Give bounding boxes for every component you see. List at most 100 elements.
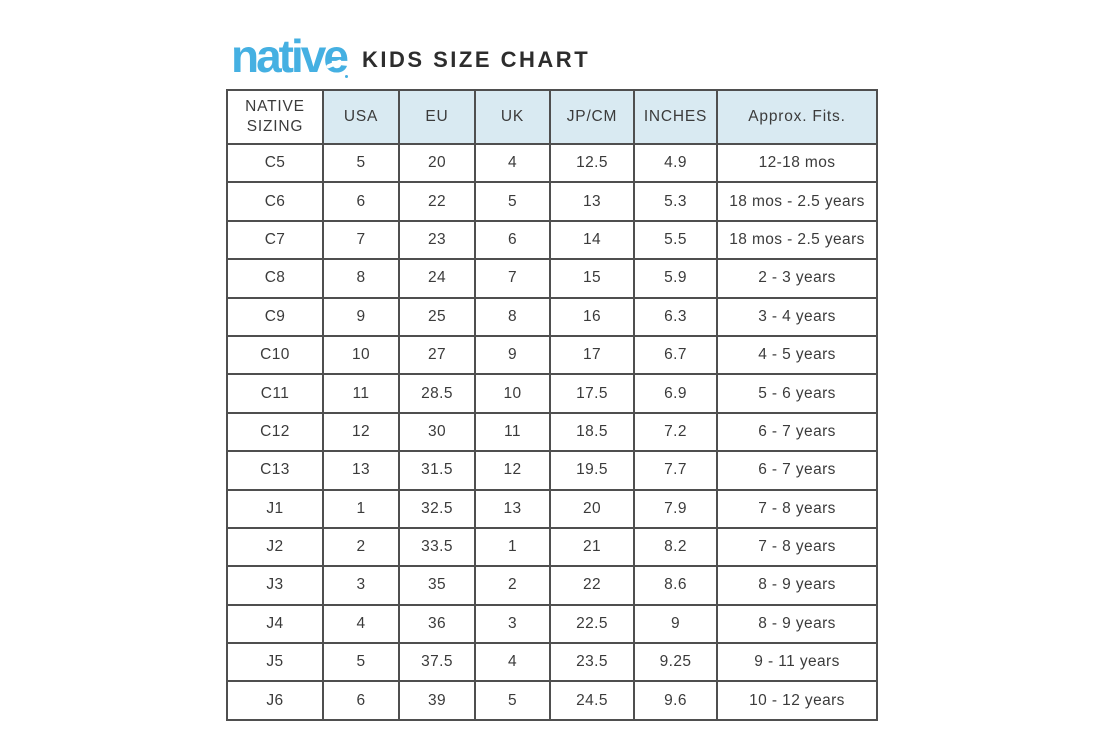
table-cell: 5 - 6 years xyxy=(716,373,878,414)
column-header: INCHES xyxy=(633,89,718,145)
table-cell: 14 xyxy=(549,219,635,261)
column-header: EU xyxy=(398,89,476,145)
table-cell: 4.9 xyxy=(633,142,718,184)
table-row: C13 13 31.5 12 19.5 7.7 6 - 7 years xyxy=(226,450,878,491)
table-cell: 18 mos - 2.5 years xyxy=(716,219,878,261)
table-cell: 12.5 xyxy=(549,142,635,184)
header: native KIDS SIZE CHART xyxy=(231,30,590,82)
table-row: C5 5 20 4 12.5 4.9 12-18 mos xyxy=(226,142,878,184)
page-title: KIDS SIZE CHART xyxy=(361,47,591,72)
table-cell: 9 xyxy=(322,296,400,337)
table-row: C11 11 28.5 10 17.5 6.9 5 - 6 years xyxy=(226,373,878,414)
table-cell: 20 xyxy=(549,488,635,529)
table-cell: 6 xyxy=(474,219,551,261)
table-cell: 2 - 3 years xyxy=(716,258,878,299)
table-cell: 25 xyxy=(398,296,476,337)
table-cell: 23 xyxy=(398,219,476,261)
table-cell: 28.5 xyxy=(398,373,476,414)
table-cell: 8 xyxy=(474,296,551,337)
table-cell: 8 xyxy=(322,258,400,299)
table-cell: 4 xyxy=(474,642,551,683)
table-row: J4 4 36 3 22.5 9 8 - 9 years xyxy=(226,603,878,645)
table-cell: 15 xyxy=(549,258,635,299)
table-cell: 7.7 xyxy=(633,450,718,491)
table-cell: 6 xyxy=(322,680,400,721)
table-row: C9 9 25 8 16 6.3 3 - 4 years xyxy=(226,296,878,337)
table-cell: 7 - 8 years xyxy=(716,526,878,568)
table-row: C8 8 24 7 15 5.9 2 - 3 years xyxy=(226,258,878,299)
table-cell: C8 xyxy=(226,258,324,299)
table-cell: 32.5 xyxy=(398,488,476,529)
table-cell: 10 xyxy=(322,334,400,376)
size-chart-table: NATIVE SIZING USA EU UK JP/CM INCHES Approx. F… xyxy=(226,89,878,721)
table-cell: 13 xyxy=(549,181,635,222)
table-cell: J5 xyxy=(226,642,324,683)
table-cell: 8 - 9 years xyxy=(716,603,878,645)
table-cell: J4 xyxy=(226,603,324,645)
table-cell: 30 xyxy=(398,411,476,453)
table-row: C7 7 23 6 14 5.5 18 mos - 2.5 years xyxy=(226,219,878,261)
table-cell: 13 xyxy=(322,450,400,491)
table-cell: 35 xyxy=(398,565,476,606)
table-cell: 5 xyxy=(322,142,400,184)
table-cell: 39 xyxy=(398,680,476,721)
table-cell: 4 - 5 years xyxy=(716,334,878,376)
table-cell: C13 xyxy=(226,450,324,491)
table-cell: 6 - 7 years xyxy=(716,450,878,491)
table-cell: 23.5 xyxy=(549,642,635,683)
table-cell: C5 xyxy=(226,142,324,184)
table-cell: 6 xyxy=(322,181,400,222)
table-cell: 9 xyxy=(474,334,551,376)
table-cell: C11 xyxy=(226,373,324,414)
table-cell: 5 xyxy=(322,642,400,683)
column-header: NATIVE SIZING xyxy=(226,89,324,145)
table-row: C12 12 30 11 18.5 7.2 6 - 7 years xyxy=(226,411,878,453)
table-cell: 20 xyxy=(398,142,476,184)
table-cell: 6.9 xyxy=(633,373,718,414)
table-row: J2 2 33.5 1 21 8.2 7 - 8 years xyxy=(226,526,878,568)
table-cell: 8 - 9 years xyxy=(716,565,878,606)
column-header: Approx. Fits. xyxy=(716,89,878,145)
table-cell: 9 - 11 years xyxy=(716,642,878,683)
table-cell: 9 xyxy=(633,603,718,645)
table-cell: 2 xyxy=(322,526,400,568)
table-cell: 22.5 xyxy=(549,603,635,645)
table-cell: C12 xyxy=(226,411,324,453)
table-cell: 5.9 xyxy=(633,258,718,299)
table-cell: J1 xyxy=(226,488,324,529)
table-cell: 11 xyxy=(322,373,400,414)
table-cell: 11 xyxy=(474,411,551,453)
table-cell: 37.5 xyxy=(398,642,476,683)
table-cell: J2 xyxy=(226,526,324,568)
table-cell: 27 xyxy=(398,334,476,376)
table-cell: 12-18 mos xyxy=(716,142,878,184)
column-header: UK xyxy=(474,89,551,145)
table-cell: 1 xyxy=(474,526,551,568)
table-cell: 24.5 xyxy=(549,680,635,721)
table-cell: 22 xyxy=(398,181,476,222)
column-header: USA xyxy=(322,89,400,145)
table-cell: 5 xyxy=(474,181,551,222)
table-cell: 6 - 7 years xyxy=(716,411,878,453)
table-cell: J6 xyxy=(226,680,324,721)
table-cell: 7 xyxy=(474,258,551,299)
table-cell: 5.5 xyxy=(633,219,718,261)
table-cell: 18.5 xyxy=(549,411,635,453)
table-cell: 3 xyxy=(322,565,400,606)
table-cell: 6.7 xyxy=(633,334,718,376)
table-cell: 7 - 8 years xyxy=(716,488,878,529)
table-cell: 2 xyxy=(474,565,551,606)
table-cell: 18 mos - 2.5 years xyxy=(716,181,878,222)
table-row: C6 6 22 5 13 5.3 18 mos - 2.5 years xyxy=(226,181,878,222)
table-cell: 1 xyxy=(322,488,400,529)
native-logo-text: native xyxy=(231,30,349,82)
table-row: C10 10 27 9 17 6.7 4 - 5 years xyxy=(226,334,878,376)
logo-trademark-dot xyxy=(344,75,348,78)
table-cell: C10 xyxy=(226,334,324,376)
table-cell: 12 xyxy=(474,450,551,491)
table-cell: 7.2 xyxy=(633,411,718,453)
table-cell: 17.5 xyxy=(549,373,635,414)
table-cell: 8.2 xyxy=(633,526,718,568)
table-row: J1 1 32.5 13 20 7.9 7 - 8 years xyxy=(226,488,878,529)
